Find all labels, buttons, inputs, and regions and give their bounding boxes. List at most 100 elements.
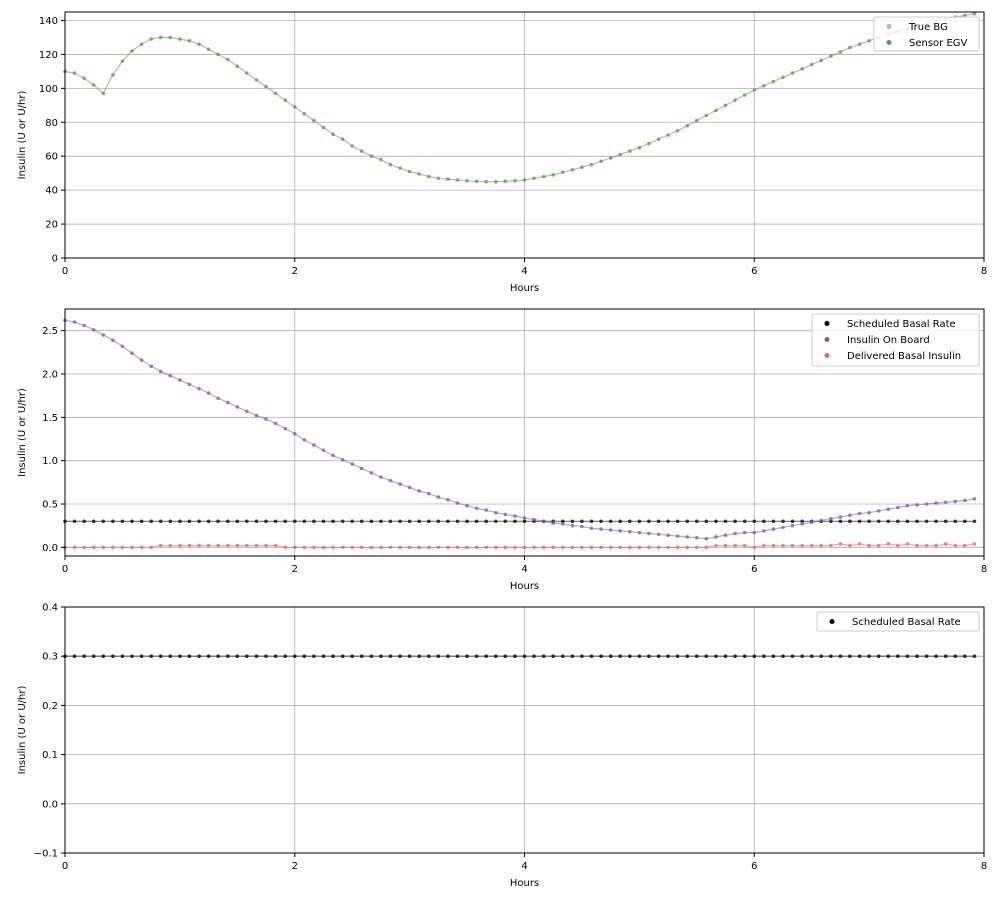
legend: Scheduled Basal Rate <box>816 611 980 632</box>
legend-box <box>816 611 980 632</box>
data-point <box>494 654 498 658</box>
data-point <box>876 509 881 513</box>
data-point <box>762 84 766 88</box>
data-point <box>187 543 192 548</box>
data-point <box>618 545 622 550</box>
data-point <box>331 545 335 550</box>
data-point <box>953 519 958 524</box>
data-point <box>101 333 106 337</box>
data-point <box>695 118 699 123</box>
data-point <box>130 351 134 356</box>
data-point <box>790 71 795 75</box>
data-point <box>675 545 680 550</box>
data-point <box>82 545 86 550</box>
data-point <box>350 545 355 550</box>
y-tick-label: −0.1 <box>34 849 58 860</box>
data-point <box>91 328 96 332</box>
data-point <box>293 432 297 436</box>
data-point <box>838 519 843 524</box>
data-point <box>934 654 938 658</box>
data-point <box>245 654 249 658</box>
data-point <box>589 162 594 167</box>
data-point <box>742 654 747 658</box>
data-point <box>149 545 153 550</box>
data-point <box>436 545 441 550</box>
data-point <box>235 64 240 69</box>
data-point <box>599 654 603 658</box>
data-point <box>905 519 910 524</box>
data-point <box>733 519 737 524</box>
data-point <box>474 545 479 550</box>
data-point <box>561 170 565 175</box>
data-point <box>187 382 192 387</box>
data-point <box>302 654 307 658</box>
data-point <box>340 545 345 550</box>
data-point <box>388 654 393 658</box>
data-point <box>139 654 144 658</box>
data-point <box>714 108 718 113</box>
data-point <box>675 519 680 524</box>
data-point <box>742 543 747 548</box>
data-point <box>446 519 450 524</box>
data-point <box>915 519 919 524</box>
data-point <box>647 531 651 536</box>
legend: Scheduled Basal Rate Insulin On Board Deli… <box>811 313 980 367</box>
data-point <box>427 519 431 524</box>
data-point <box>312 443 316 447</box>
data-point <box>187 654 192 658</box>
y-tick-label: 0.0 <box>42 543 58 554</box>
data-point <box>838 542 843 546</box>
data-point <box>216 654 220 658</box>
data-point <box>675 534 680 538</box>
data-point <box>273 421 278 426</box>
data-point <box>695 654 699 658</box>
x-tick-label: 6 <box>751 861 757 872</box>
data-point <box>541 654 546 658</box>
data-point <box>752 654 757 658</box>
y-tick-label: 60 <box>45 152 58 163</box>
data-point <box>781 525 785 530</box>
data-point <box>178 378 182 382</box>
data-point <box>168 543 173 548</box>
data-point <box>130 519 134 524</box>
y-tick-label: 0.2 <box>42 701 58 712</box>
data-point <box>436 176 441 181</box>
x-tick-label: 0 <box>62 266 68 277</box>
data-point <box>943 519 948 524</box>
data-point <box>235 543 240 548</box>
data-point <box>245 543 249 548</box>
data-point <box>168 35 173 40</box>
data-point <box>733 543 737 548</box>
data-point <box>963 13 967 18</box>
data-point <box>771 79 776 84</box>
data-point <box>647 545 651 550</box>
data-point <box>111 519 115 524</box>
data-point <box>752 519 757 524</box>
data-point <box>742 530 747 535</box>
data-point <box>943 654 948 658</box>
data-point <box>264 543 268 548</box>
data-point <box>829 543 833 548</box>
data-point <box>197 519 201 524</box>
data-point <box>72 519 77 524</box>
legend-marker <box>824 321 830 326</box>
data-point <box>857 511 862 516</box>
data-point <box>838 50 843 54</box>
data-point <box>72 545 77 550</box>
data-point <box>293 105 297 109</box>
data-point <box>848 45 852 50</box>
data-point <box>379 545 383 550</box>
data-point <box>628 545 632 550</box>
data-point <box>628 149 632 153</box>
data-point <box>436 495 441 499</box>
y-tick-label: 2.0 <box>42 370 58 381</box>
data-point <box>599 159 603 164</box>
data-point <box>886 519 891 524</box>
data-point <box>819 654 823 658</box>
data-point <box>819 58 823 63</box>
data-point <box>857 42 862 46</box>
data-point <box>723 103 728 108</box>
series-sensor-egv <box>63 11 977 184</box>
legend-marker <box>886 24 892 29</box>
